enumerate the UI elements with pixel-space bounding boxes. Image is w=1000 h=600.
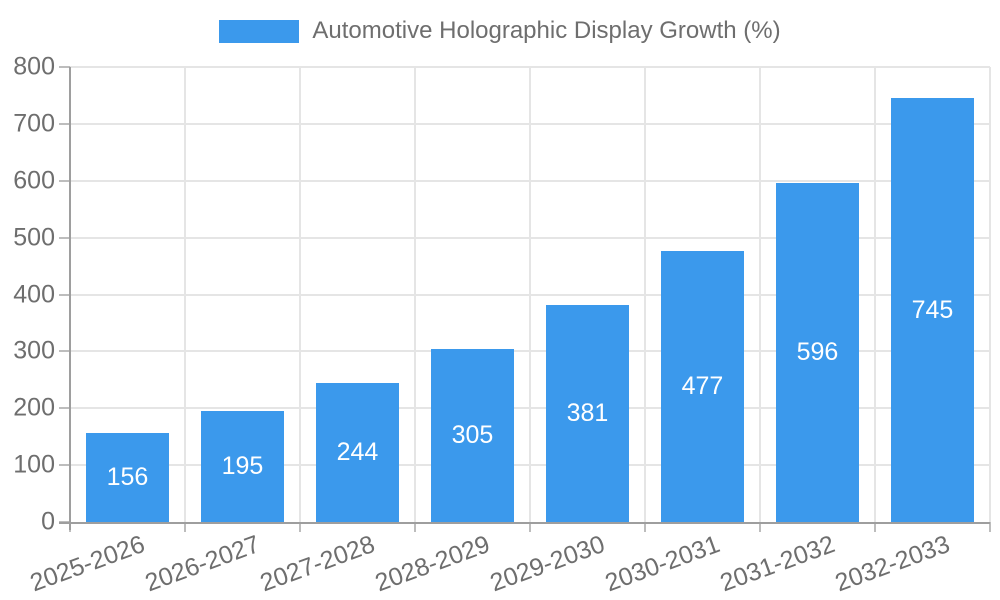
y-tick-label: 0 (41, 507, 55, 536)
y-tick-label: 200 (13, 393, 55, 422)
y-tick (59, 66, 70, 68)
x-grid-line (299, 67, 301, 522)
y-axis-line (69, 67, 71, 530)
y-tick-label: 800 (13, 52, 55, 81)
x-grid-line (644, 67, 646, 522)
bar[interactable]: 195 (201, 411, 284, 522)
x-grid-line (414, 67, 416, 522)
y-tick-label: 100 (13, 450, 55, 479)
x-tick (414, 522, 416, 532)
x-grid-line (874, 67, 876, 522)
x-grid-line (529, 67, 531, 522)
bar-value-label: 156 (106, 463, 149, 492)
bar[interactable]: 596 (776, 183, 859, 522)
x-tick-label: 2027-2028 (256, 530, 379, 598)
bar-value-label: 477 (681, 371, 724, 400)
bar-value-label: 244 (336, 438, 379, 467)
y-tick-label: 300 (13, 336, 55, 365)
x-tick-label: 2030-2031 (601, 530, 724, 598)
x-tick (989, 522, 991, 532)
x-tick (184, 522, 186, 532)
bar-value-label: 305 (451, 420, 494, 449)
x-tick-label: 2029-2030 (486, 530, 609, 598)
y-tick (59, 179, 70, 182)
x-tick-label: 2026-2027 (141, 530, 264, 598)
x-tick-label: 2025-2026 (26, 530, 149, 598)
x-tick (529, 522, 531, 532)
y-tick-label: 400 (13, 280, 55, 308)
y-tick (59, 236, 70, 239)
x-grid-line (989, 67, 991, 522)
y-tick-label: 600 (13, 166, 55, 195)
bar-value-label: 596 (796, 338, 839, 366)
x-tick-label: 2028-2029 (371, 530, 494, 598)
bar[interactable]: 477 (661, 250, 744, 522)
bar-value-label: 381 (566, 399, 609, 428)
y-tick (59, 122, 70, 125)
bar[interactable]: 156 (86, 433, 169, 522)
x-grid-line (759, 67, 761, 522)
legend-label: Automotive Holographic Display Growth (%… (312, 17, 781, 44)
x-tick (299, 522, 301, 532)
y-tick (59, 350, 70, 353)
y-tick (59, 464, 70, 467)
x-grid-line (184, 67, 186, 522)
bar-value-label: 195 (221, 452, 264, 481)
bar-value-label: 745 (911, 295, 954, 324)
legend[interactable]: Automotive Holographic Display Growth (%… (0, 18, 1000, 44)
x-tick (874, 522, 876, 532)
y-tick (59, 407, 70, 410)
x-tick (644, 522, 646, 532)
y-tick-label: 700 (13, 109, 55, 138)
x-tick (759, 522, 761, 532)
bar[interactable]: 745 (891, 98, 974, 522)
legend-swatch (219, 19, 300, 43)
x-tick-label: 2031-2032 (716, 530, 839, 598)
bar[interactable]: 305 (431, 348, 514, 522)
y-tick-label: 500 (13, 223, 55, 252)
bar[interactable]: 381 (546, 305, 629, 522)
bar[interactable]: 244 (316, 383, 399, 522)
x-tick-label: 2032-2033 (831, 530, 954, 598)
y-tick (59, 293, 70, 296)
x-axis-line (59, 522, 990, 524)
